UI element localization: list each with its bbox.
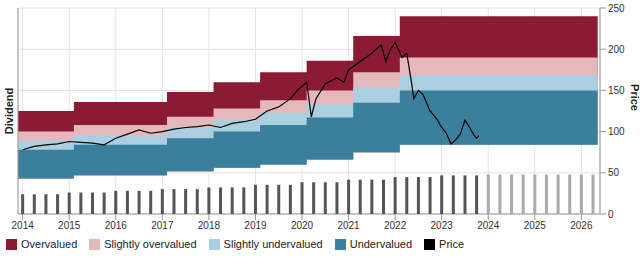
svg-text:2023: 2023	[431, 220, 454, 231]
svg-text:2025: 2025	[524, 220, 547, 231]
svg-text:250: 250	[608, 3, 625, 14]
html-text:Slightly undervalued: Slightly undervalued	[223, 238, 323, 250]
svg-text:0: 0	[608, 209, 614, 220]
html-text:Slightly overvalued: Slightly overvalued	[104, 238, 197, 250]
html-text:Price: Price	[439, 238, 465, 250]
svg-text:50: 50	[608, 167, 620, 178]
html-text:Undervalued: Undervalued	[349, 238, 413, 250]
svg-text:2020: 2020	[291, 220, 314, 231]
svg-text:2015: 2015	[58, 220, 81, 231]
svg-text:Price: Price	[629, 84, 632, 111]
svg-text:2019: 2019	[244, 220, 267, 231]
svg-text:100: 100	[608, 126, 625, 137]
svg-text:2024: 2024	[477, 220, 500, 231]
svg-text:2018: 2018	[198, 220, 221, 231]
svg-text:2021: 2021	[337, 220, 360, 231]
svg-text:2017: 2017	[151, 220, 174, 231]
svg-text:2016: 2016	[105, 220, 128, 231]
svg-text:2026: 2026	[570, 220, 593, 231]
svg-text:150: 150	[608, 85, 625, 96]
svg-text:2022: 2022	[384, 220, 407, 231]
html-text:Overvalued: Overvalued	[21, 238, 78, 250]
svg-text:2014: 2014	[12, 220, 35, 231]
svg-text:200: 200	[608, 44, 625, 55]
svg-text:Dividend: Dividend	[8, 88, 15, 134]
